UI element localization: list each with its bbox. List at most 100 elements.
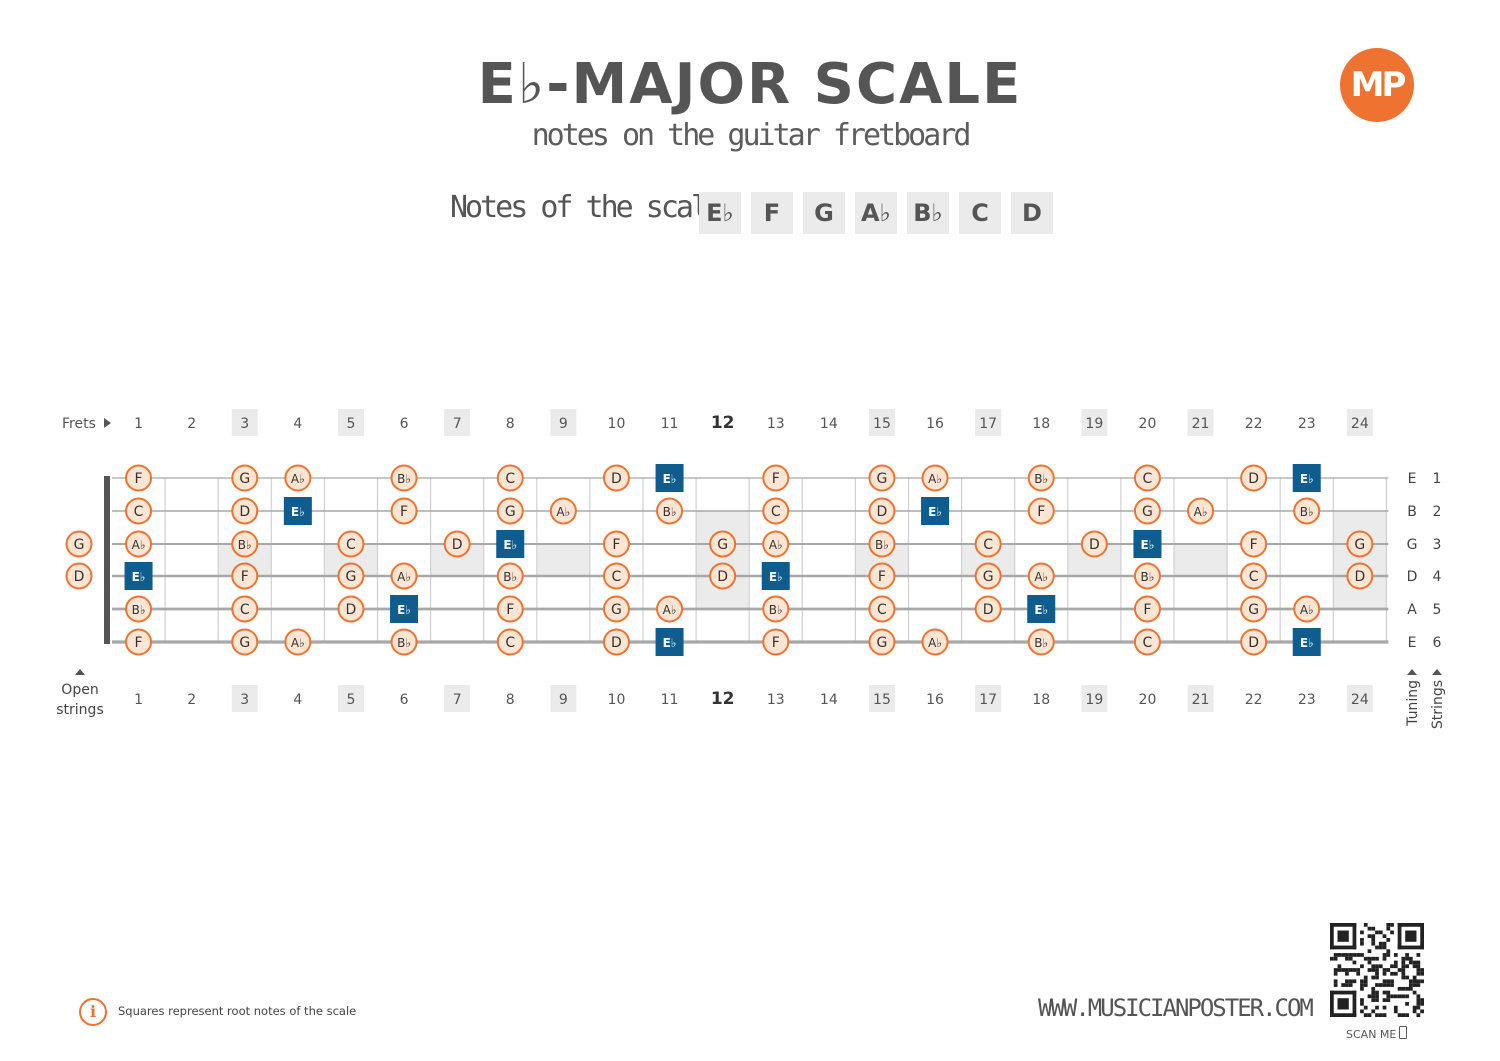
- note-label: G: [1142, 504, 1153, 520]
- note-label: C: [240, 602, 250, 618]
- note-marker: [1187, 497, 1215, 525]
- fret-number: 1: [134, 416, 143, 432]
- note-marker: [231, 562, 259, 590]
- note-label: D: [1089, 537, 1100, 553]
- note-marker: [1133, 497, 1161, 525]
- note-label: D: [983, 602, 994, 618]
- fret-number: 3: [240, 692, 249, 708]
- note-marker: [762, 464, 790, 492]
- note-label: C: [1143, 471, 1153, 487]
- note-label: D: [1248, 471, 1259, 487]
- tuning-note: A: [1407, 602, 1417, 618]
- note-label: A♭: [556, 505, 570, 519]
- qr-code-icon[interactable]: [1330, 923, 1424, 1017]
- note-marker: [602, 628, 630, 656]
- info-text: Squares represent root notes of the scal…: [118, 1004, 357, 1018]
- note-label: D: [717, 569, 728, 585]
- note-label: G: [1248, 602, 1259, 618]
- note-label: G: [74, 537, 85, 553]
- note-label: D: [1248, 635, 1259, 651]
- note-marker: [1027, 628, 1055, 656]
- note-marker: [868, 562, 896, 590]
- root-note-marker: [283, 497, 312, 525]
- note-marker: [390, 464, 418, 492]
- fret-number-highlight: [1187, 685, 1214, 712]
- arrow-up-icon: [75, 669, 85, 675]
- note-marker: [762, 595, 790, 623]
- note-label: G: [505, 504, 516, 520]
- note-marker: [231, 530, 259, 558]
- tuning-note: D: [1407, 569, 1418, 585]
- note-label: C: [1143, 635, 1153, 651]
- scan-me-label: SCAN ME: [1346, 1026, 1408, 1041]
- note-label: E♭: [397, 603, 411, 617]
- fret-number-highlight: [231, 409, 258, 436]
- fret-number-highlight: [1346, 685, 1373, 712]
- fret-number: 5: [346, 692, 355, 708]
- note-label: E♭: [928, 505, 942, 519]
- note-label: E♭: [1300, 472, 1314, 486]
- note-label: C: [983, 537, 993, 553]
- note-marker: [390, 628, 418, 656]
- note-label: C: [1249, 569, 1259, 585]
- note-marker: [125, 530, 153, 558]
- scan-me-text: SCAN ME: [1346, 1028, 1397, 1041]
- fret-number: 18: [1032, 692, 1050, 708]
- note-marker: [284, 628, 312, 656]
- root-note-marker: [496, 530, 525, 558]
- root-note-marker: [390, 595, 419, 623]
- note-marker: [602, 530, 630, 558]
- note-marker: [921, 628, 949, 656]
- note-label: A♭: [1300, 603, 1314, 617]
- note-marker: [1293, 497, 1321, 525]
- note-marker: [1027, 562, 1055, 590]
- note-label: D: [239, 504, 250, 520]
- fret-number: 14: [820, 692, 838, 708]
- root-note-marker: [1292, 628, 1321, 656]
- root-note-marker: [655, 628, 684, 656]
- fret-number-highlight: [337, 685, 364, 712]
- fret-number: 6: [400, 692, 409, 708]
- note-label: B♭: [397, 472, 411, 486]
- fret-number: 19: [1085, 692, 1103, 708]
- fret-number: 1: [134, 692, 143, 708]
- note-label: D: [611, 635, 622, 651]
- note-label: F: [135, 635, 143, 651]
- root-note-marker: [124, 562, 153, 590]
- note-marker: [125, 595, 153, 623]
- fret-number: 20: [1139, 416, 1157, 432]
- fret-number-highlight: [444, 685, 471, 712]
- note-marker: [496, 464, 524, 492]
- fret-number: 2: [187, 692, 196, 708]
- string-number: 1: [1433, 471, 1442, 487]
- note-marker: [337, 530, 365, 558]
- note-label: E♭: [1034, 603, 1048, 617]
- note-marker: [868, 497, 896, 525]
- note-label: F: [878, 569, 886, 585]
- note-marker: [1240, 628, 1268, 656]
- fret-number: 24: [1351, 692, 1369, 708]
- note-marker: [337, 562, 365, 590]
- fret-number: 13: [767, 416, 785, 432]
- note-marker: [1027, 497, 1055, 525]
- fret-number-highlight: [1187, 409, 1214, 436]
- note-marker: [125, 628, 153, 656]
- note-marker: [868, 530, 896, 558]
- open-string-note: [65, 530, 93, 558]
- note-label: G: [1354, 537, 1365, 553]
- note-marker: [1133, 464, 1161, 492]
- note-marker: [1133, 595, 1161, 623]
- fret-number-highlight: [550, 409, 577, 436]
- note-label: F: [506, 602, 514, 618]
- note-label: E♭: [663, 472, 677, 486]
- frets-label: Frets: [62, 416, 96, 432]
- arrow-right-icon: [104, 418, 111, 428]
- note-label: E♭: [663, 636, 677, 650]
- note-label: D: [877, 504, 888, 520]
- fret-number-highlight: [975, 685, 1002, 712]
- fret-number: 23: [1298, 692, 1316, 708]
- website-url[interactable]: WWW.MUSICIANPOSTER.COM: [1038, 994, 1314, 1022]
- note-label: C: [771, 504, 781, 520]
- fret-number: 14: [820, 416, 838, 432]
